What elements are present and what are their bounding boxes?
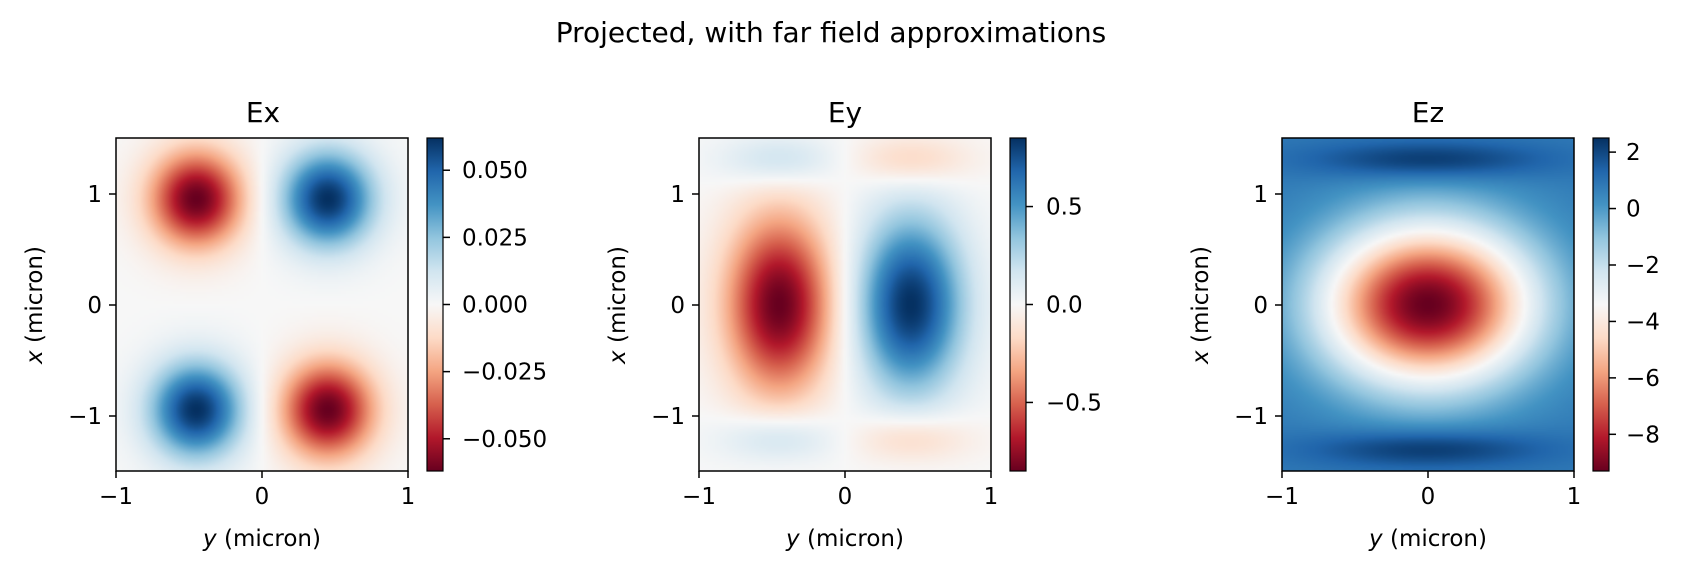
figure-title: Projected, with far field approximations (556, 16, 1107, 49)
colorbar-tick-label: 0.5 (1046, 195, 1083, 221)
x-axis-label-unit: (micron) (217, 526, 321, 552)
y-tick-label: −1 (651, 404, 685, 430)
colorbar-gradient (426, 137, 444, 472)
x-tick-label: −1 (1265, 484, 1299, 510)
y-tick-label: 1 (87, 182, 102, 208)
panel-title: Ey (828, 96, 862, 129)
panel-title: Ez (1412, 96, 1444, 129)
x-axis-label-var: y (785, 526, 800, 552)
x-tick-label: 1 (1567, 484, 1582, 510)
colorbar-tick-label: −4 (1626, 309, 1660, 335)
y-tick-label: −1 (1234, 404, 1268, 430)
colorbar-tick-label: 2 (1626, 140, 1641, 166)
colorbar: 0.5 0.0 −0.5 (1009, 137, 1102, 472)
heatmap-image (699, 138, 991, 471)
x-tick-label: 1 (984, 484, 999, 510)
x-axis-label: y (micron) (1368, 526, 1487, 552)
x-tick-label: −1 (99, 484, 133, 510)
x-axis-label-var: y (1368, 526, 1383, 552)
x-axis: −1 0 1 y (micron) (1265, 471, 1581, 552)
panel-ez: Ez −1 0 1 y (micron) 1 0 −1 x (micron) (1188, 96, 1660, 552)
x-axis-label-unit: (micron) (1383, 526, 1487, 552)
colorbar-gradient (1592, 137, 1610, 472)
y-axis: 1 0 −1 x (micron) (605, 182, 699, 430)
y-tick-label: 0 (87, 293, 102, 319)
y-axis-label-unit: (micron) (1188, 246, 1214, 350)
panel-title: Ex (246, 96, 280, 129)
y-axis: 1 0 −1 x (micron) (22, 182, 116, 430)
colorbar-tick-label: 0.050 (462, 158, 528, 184)
y-axis-label: x (micron) (1188, 246, 1214, 365)
y-tick-label: 1 (1253, 182, 1268, 208)
x-axis-label-unit: (micron) (800, 526, 904, 552)
heatmap-image (116, 138, 408, 471)
x-axis-label: y (micron) (785, 526, 904, 552)
y-tick-label: 0 (1253, 293, 1268, 319)
colorbar-tick-label: 0.0 (1046, 293, 1083, 319)
colorbar-tick-label: −6 (1626, 366, 1660, 392)
x-axis-label: y (micron) (202, 526, 321, 552)
y-axis-label-var: x (1188, 350, 1214, 365)
x-tick-label: 0 (1421, 484, 1436, 510)
y-tick-label: 1 (670, 182, 685, 208)
y-axis-label-unit: (micron) (22, 246, 48, 350)
x-tick-label: −1 (682, 484, 716, 510)
x-tick-label: 0 (255, 484, 270, 510)
x-tick-label: 1 (401, 484, 416, 510)
colorbar-tick-label: −2 (1626, 253, 1660, 279)
colorbar-tick-label: 0.025 (462, 225, 528, 251)
colorbar-tick-label: −8 (1626, 422, 1660, 448)
panel-ey: Ey −1 0 1 y (micron) 1 0 −1 x (micron) 0… (605, 96, 1102, 552)
x-tick-label: 0 (838, 484, 853, 510)
y-axis: 1 0 −1 x (micron) (1188, 182, 1282, 430)
colorbar-tick-label: 0 (1626, 197, 1641, 223)
colorbar-tick-label: −0.025 (462, 360, 547, 386)
y-axis-label-unit: (micron) (605, 246, 631, 350)
colorbar-tick-label: −0.5 (1046, 390, 1102, 416)
colorbar-gradient (1009, 137, 1027, 472)
colorbar: 0.050 0.025 0.000 −0.025 −0.050 (426, 137, 547, 472)
x-axis: −1 0 1 y (micron) (99, 471, 415, 552)
heatmap-image (1282, 138, 1574, 471)
y-axis-label: x (micron) (22, 246, 48, 365)
y-axis-label-var: x (22, 350, 48, 365)
colorbar-tick-label: 0.000 (462, 293, 528, 319)
y-tick-label: −1 (68, 404, 102, 430)
colorbar-tick-label: −0.050 (462, 427, 547, 453)
x-axis-label-var: y (202, 526, 217, 552)
y-axis-label-var: x (605, 350, 631, 365)
x-axis: −1 0 1 y (micron) (682, 471, 998, 552)
y-axis-label: x (micron) (605, 246, 631, 365)
panel-ex: Ex −1 0 1 y (micron) 1 0 −1 x (micron) (22, 96, 547, 552)
colorbar: 2 0 −2 −4 −6 −8 (1592, 137, 1660, 472)
y-tick-label: 0 (670, 293, 685, 319)
